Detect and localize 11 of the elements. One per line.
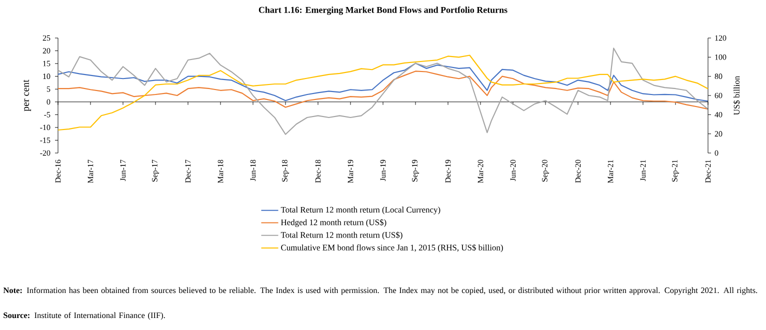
y-axis-title: per cent <box>23 80 32 112</box>
text: Source: Institute of International Finance (IIF). <box>4 312 165 320</box>
y2-axis-title: US$ billion <box>733 76 740 115</box>
chart-title: Chart 1.16: Emerging Market Bond Flows and Portfolio Returns <box>258 6 508 15</box>
legend-label: Hedged 12 month return (US$) <box>280 218 386 227</box>
line-series <box>57 62 709 102</box>
legend-label: Cumulative EM bond flows since Jan 1, 2015 (RHS, US$ billion) <box>281 244 503 252</box>
line-series <box>57 70 709 110</box>
text: Note: Information has been obtained from sources believed to be reliable. The Index is used with permission. The Index may not be copied, used, or distributed without prior written approval. Copyright 2021. All rights. <box>3 287 758 295</box>
legend-label: Total Return 12 month return (Local Currency) <box>280 206 440 214</box>
legend-label: Total Return 12 month return (US$) <box>280 232 402 240</box>
